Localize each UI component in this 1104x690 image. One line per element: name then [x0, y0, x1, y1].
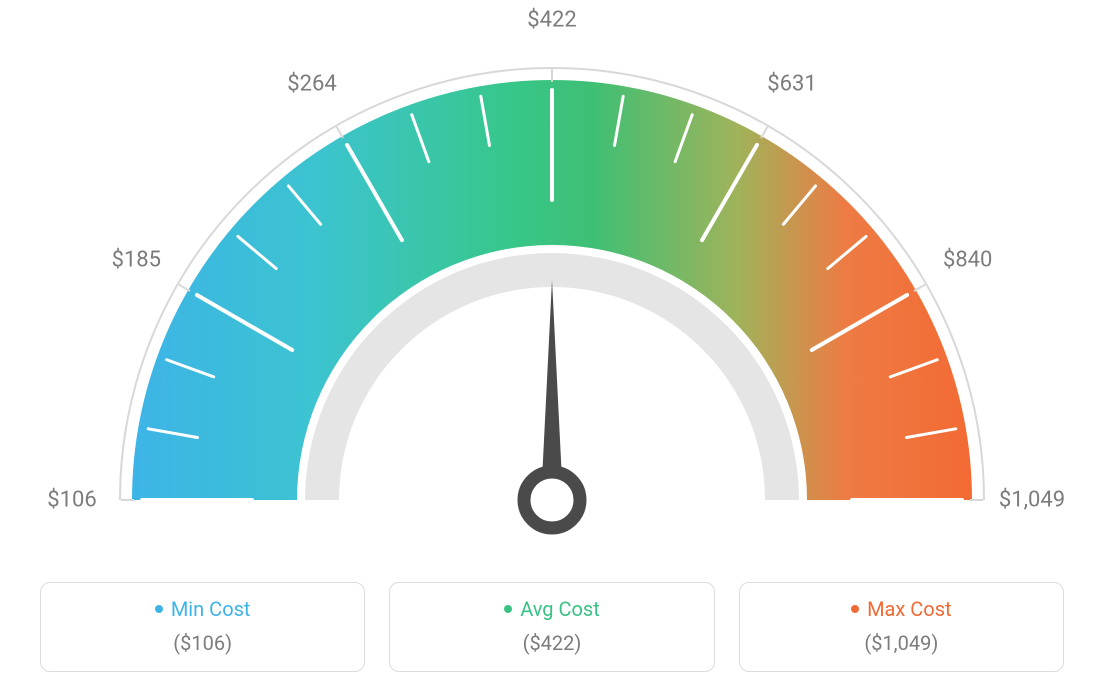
- gauge-tick-label: $264: [287, 72, 336, 97]
- legend-value-avg: ($422): [400, 631, 703, 655]
- gauge-tick-label: $106: [47, 488, 96, 513]
- gauge-chart: $106 $185 $264 $422 $631 $840 $1,049: [0, 10, 1104, 570]
- legend-label: Max Cost: [867, 597, 952, 621]
- gauge-tick-label: $422: [527, 8, 576, 33]
- legend-card-min: Min Cost ($106): [40, 582, 365, 672]
- dot-icon: [504, 605, 512, 613]
- dot-icon: [851, 605, 859, 613]
- dot-icon: [155, 605, 163, 613]
- legend-label: Avg Cost: [520, 597, 600, 621]
- legend-title-min: Min Cost: [155, 597, 251, 621]
- legend-title-avg: Avg Cost: [504, 597, 600, 621]
- gauge-svg: [0, 10, 1104, 570]
- gauge-tick-label: $1,049: [999, 488, 1065, 513]
- gauge-tick-label: $631: [767, 72, 816, 97]
- legend-row: Min Cost ($106) Avg Cost ($422) Max Cost…: [0, 582, 1104, 672]
- legend-value-max: ($1,049): [750, 631, 1053, 655]
- legend-card-avg: Avg Cost ($422): [389, 582, 714, 672]
- gauge-tick-label: $840: [943, 248, 992, 273]
- cost-gauge-container: $106 $185 $264 $422 $631 $840 $1,049 Min Cost …: [0, 0, 1104, 690]
- legend-title-max: Max Cost: [851, 597, 952, 621]
- gauge-tick-label: $185: [112, 248, 161, 273]
- legend-card-max: Max Cost ($1,049): [739, 582, 1064, 672]
- legend-value-min: ($106): [51, 631, 354, 655]
- legend-label: Min Cost: [171, 597, 251, 621]
